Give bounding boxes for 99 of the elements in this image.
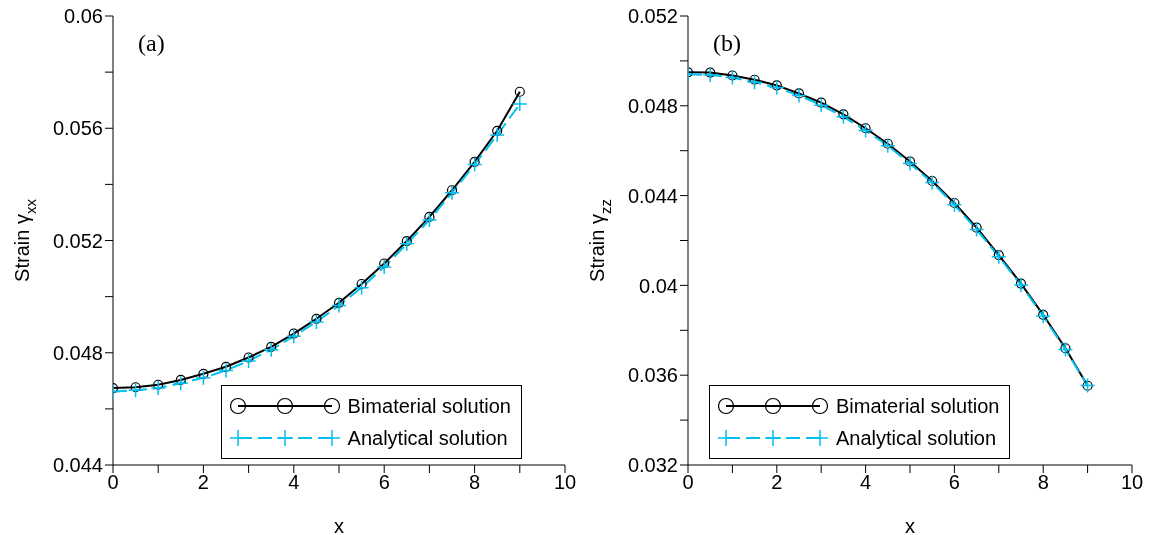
point — [813, 97, 829, 113]
point — [266, 341, 277, 352]
point — [991, 248, 1007, 265]
x-tick-label: 8 — [469, 471, 481, 494]
x-tick-label: 6 — [378, 471, 390, 494]
point — [127, 382, 144, 399]
point — [489, 127, 505, 143]
point — [424, 211, 435, 223]
point — [288, 328, 299, 339]
point — [769, 79, 785, 96]
point — [466, 156, 483, 173]
x-tick-label: 8 — [1037, 471, 1049, 494]
point — [927, 175, 938, 187]
x-tick-label: 2 — [771, 471, 783, 494]
legend-label: Analytical solution — [347, 426, 508, 450]
point — [1015, 278, 1027, 289]
point — [356, 278, 367, 290]
x-tick-label: 2 — [197, 471, 209, 494]
point — [195, 369, 212, 386]
point — [220, 361, 232, 372]
point — [150, 380, 166, 396]
point — [376, 259, 392, 275]
y-tick-label: 0.052 — [52, 229, 103, 252]
y-tick-label: 0.036 — [627, 364, 678, 387]
point — [835, 109, 852, 125]
point — [1060, 343, 1071, 354]
point — [514, 86, 525, 97]
point — [860, 123, 871, 134]
point — [353, 279, 370, 296]
point — [469, 156, 480, 168]
point — [311, 313, 322, 324]
y-tick-label: 0.06 — [64, 5, 103, 28]
point — [857, 122, 874, 139]
point — [1057, 341, 1074, 358]
point — [949, 197, 960, 209]
point — [308, 314, 325, 330]
point — [512, 96, 528, 112]
point — [331, 297, 347, 314]
x-tick-label: 10 — [553, 471, 577, 494]
x-tick-label: 4 — [860, 471, 872, 494]
point — [946, 197, 963, 213]
point — [173, 375, 189, 392]
y-tick-label: 0.04 — [639, 274, 678, 297]
y-tick-label: 0.056 — [52, 117, 103, 140]
x-axis-title: x — [905, 515, 915, 535]
point — [1035, 308, 1051, 324]
point — [880, 138, 896, 154]
x-tick-label: 10 — [1120, 471, 1144, 494]
point — [1013, 277, 1029, 293]
point — [243, 352, 254, 363]
point — [175, 374, 186, 386]
point — [153, 379, 164, 390]
point — [333, 297, 345, 308]
point — [240, 353, 257, 369]
point — [993, 249, 1004, 261]
x-axis-title: x — [334, 515, 344, 535]
point — [727, 70, 738, 81]
point — [446, 185, 458, 196]
x-tick-label: 0 — [107, 471, 119, 494]
point — [421, 212, 438, 228]
point — [218, 362, 234, 379]
point — [902, 155, 918, 172]
point — [263, 341, 279, 358]
x-tick-label: 0 — [682, 471, 694, 494]
point — [971, 222, 982, 233]
point — [924, 174, 940, 191]
legend-label: Bimaterial solution — [347, 394, 511, 418]
point — [746, 74, 763, 90]
point — [492, 125, 503, 136]
y-tick-label: 0.052 — [627, 5, 678, 28]
x-tick-label: 6 — [948, 471, 960, 494]
point — [444, 185, 460, 201]
y-tick-label: 0.044 — [627, 184, 678, 207]
point — [904, 156, 916, 167]
point — [399, 236, 415, 252]
point — [968, 221, 985, 238]
point — [130, 382, 141, 393]
point — [838, 109, 849, 120]
point — [771, 80, 782, 91]
y-tick-label: 0.048 — [52, 341, 103, 364]
point — [793, 88, 805, 99]
legend-label: Bimaterial solution — [836, 394, 1000, 418]
x-tick-label: 4 — [288, 471, 300, 494]
point — [816, 97, 827, 108]
y-tick-label: 0.048 — [627, 94, 678, 117]
point — [791, 87, 807, 104]
point — [401, 235, 412, 247]
legend-label: Analytical solution — [836, 426, 997, 450]
point — [198, 368, 209, 379]
point — [882, 138, 893, 149]
point — [749, 74, 760, 85]
point — [705, 67, 716, 78]
point — [724, 69, 741, 86]
y-tick-label: 0.044 — [52, 454, 103, 477]
annotation: (a) — [138, 30, 165, 56]
annotation: (b) — [713, 30, 741, 56]
point — [286, 328, 302, 344]
y-tick-label: 0.032 — [627, 454, 678, 477]
point — [1038, 309, 1049, 320]
